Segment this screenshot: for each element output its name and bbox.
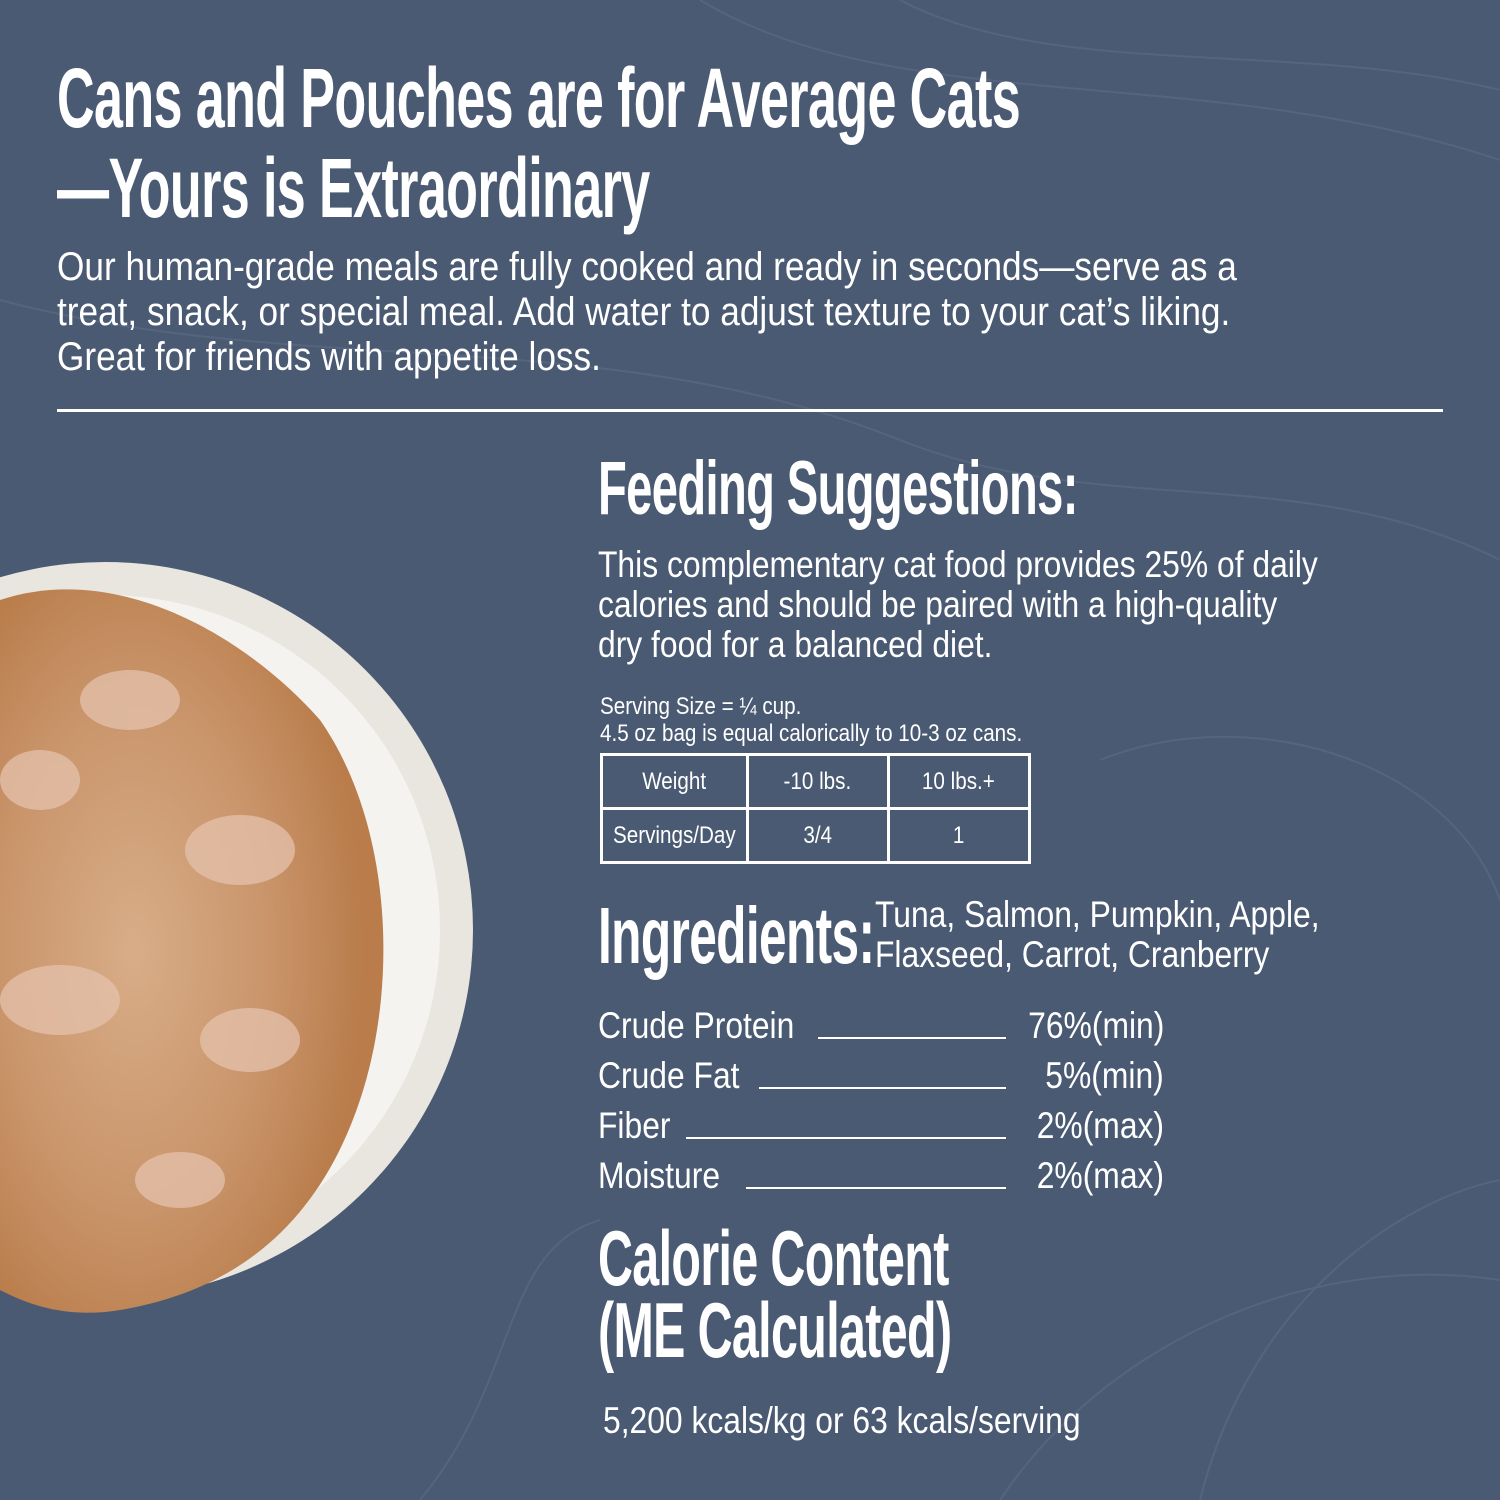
analysis-row: Crude Protein 76%(min) <box>598 997 1164 1047</box>
leader-line <box>746 1187 1006 1189</box>
description: Our human-grade meals are fully cooked a… <box>57 245 1377 380</box>
equivalence-note: 4.5 oz bag is equal calorically to 10-3 … <box>600 720 1023 747</box>
analysis-row: Fiber 2%(max) <box>598 1097 1164 1147</box>
analysis-value: 2%(max) <box>1036 1105 1164 1146</box>
table-cell: -10 lbs. <box>745 753 890 810</box>
table-cell: 1 <box>886 807 1031 864</box>
ingredients-list: Tuna, Salmon, Pumpkin, Apple, Flaxseed, … <box>875 895 1320 975</box>
table-cell: Weight <box>600 753 749 810</box>
calorie-heading-line: Calorie Content <box>598 1214 949 1302</box>
page-title: Cans and Pouches are for Average Cats <box>57 51 1021 145</box>
analysis-label: Crude Protein <box>598 1005 795 1046</box>
analysis-value: 76%(min) <box>1027 1005 1164 1046</box>
analysis-label: Fiber <box>598 1105 671 1146</box>
description-line: Great for friends with appetite loss. <box>57 335 601 379</box>
table-row: Servings/Day 3/4 1 <box>600 807 1031 864</box>
description-line: Our human-grade meals are fully cooked a… <box>57 245 1237 289</box>
serving-size: Serving Size = ¼ cup. <box>600 693 802 720</box>
analysis-label: Moisture <box>598 1155 721 1196</box>
analysis-row: Crude Fat 5%(min) <box>598 1047 1164 1097</box>
leader-line <box>686 1137 1006 1139</box>
serving-info: Serving Size = ¼ cup. 4.5 oz bag is equa… <box>600 693 1022 747</box>
calorie-heading: Calorie Content (ME Calculated) <box>598 1214 952 1374</box>
food-bowl-image <box>0 562 473 1313</box>
paragraph-line: dry food for a balanced diet. <box>598 624 993 665</box>
description-line: treat, snack, or special meal. Add water… <box>57 290 1231 334</box>
leader-line <box>759 1087 1006 1089</box>
leader-line <box>818 1037 1006 1039</box>
ingredients-heading: Ingredients: <box>598 891 875 980</box>
analysis-value: 5%(min) <box>1045 1055 1164 1096</box>
table-cell: 3/4 <box>745 807 890 864</box>
analysis-row: Moisture 2%(max) <box>598 1147 1164 1197</box>
feeding-paragraph: This complementary cat food provides 25%… <box>598 545 1318 665</box>
feeding-table: Weight -10 lbs. 10 lbs.+ Servings/Day 3/… <box>600 753 1031 864</box>
paragraph-line: calories and should be paired with a hig… <box>598 584 1278 625</box>
calorie-heading-line: (ME Calculated) <box>598 1286 952 1374</box>
table-cell: Servings/Day <box>600 807 749 864</box>
ingredients-line: Flaxseed, Carrot, Cranberry <box>875 934 1270 975</box>
analysis-label: Crude Fat <box>598 1055 740 1096</box>
table-cell: 10 lbs.+ <box>886 753 1031 810</box>
calorie-value: 5,200 kcals/kg or 63 kcals/serving <box>603 1400 1081 1441</box>
table-row: Weight -10 lbs. 10 lbs.+ <box>600 753 1031 810</box>
page-subtitle: —Yours is Extraordinary <box>57 141 650 235</box>
paragraph-line: This complementary cat food provides 25%… <box>598 544 1318 585</box>
analysis-value: 2%(max) <box>1036 1155 1164 1196</box>
ingredients-line: Tuna, Salmon, Pumpkin, Apple, <box>875 894 1320 935</box>
divider <box>57 409 1443 412</box>
feeding-heading: Feeding Suggestions: <box>598 446 1078 531</box>
